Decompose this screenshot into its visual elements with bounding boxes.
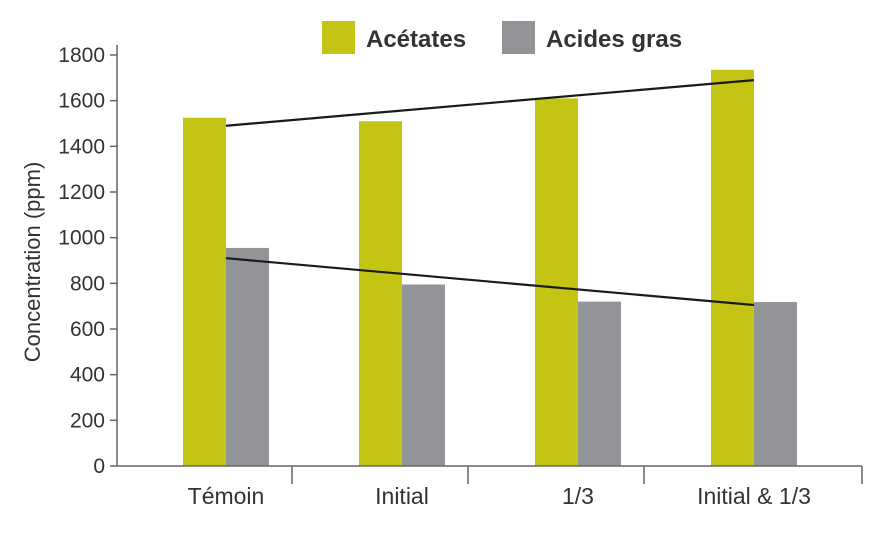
trend-line-acides-gras bbox=[225, 257, 755, 307]
legend: Acétates Acides gras bbox=[322, 21, 682, 54]
y-tick-label-1200: 1200 bbox=[58, 181, 105, 204]
x-labels-group: Témoin Initial 1/3 Initial & 1/3 bbox=[188, 483, 811, 509]
x-label-initial: Initial bbox=[375, 483, 429, 509]
bar-acetates-initial bbox=[359, 121, 402, 466]
trend-lines-group bbox=[225, 79, 755, 307]
y-tick-label-600: 600 bbox=[70, 318, 105, 341]
bar-acides-gras-initial bbox=[402, 284, 445, 466]
y-ticks-group: 0 200 400 600 800 1000 1200 1400 1600 1800 bbox=[58, 44, 117, 478]
legend-label-acides-gras: Acides gras bbox=[546, 26, 682, 53]
y-tick-label-1000: 1000 bbox=[58, 227, 105, 250]
y-tick-label-0: 0 bbox=[93, 455, 105, 478]
legend-label-acetates: Acétates bbox=[366, 26, 466, 53]
bar-acetates-1-3 bbox=[535, 98, 578, 466]
x-label-temoin: Témoin bbox=[188, 483, 265, 509]
x-label-initial-1-3: Initial & 1/3 bbox=[697, 483, 811, 509]
legend-swatch-acetates bbox=[322, 21, 355, 54]
legend-swatch-acides-gras bbox=[502, 21, 535, 54]
y-tick-label-1800: 1800 bbox=[58, 44, 105, 67]
bar-acides-gras-1-3 bbox=[578, 301, 621, 466]
bars-group bbox=[183, 69, 797, 467]
bar-acides-gras-temoin bbox=[226, 247, 269, 466]
y-tick-label-200: 200 bbox=[70, 409, 105, 432]
y-tick-label-800: 800 bbox=[70, 272, 105, 295]
y-tick-label-400: 400 bbox=[70, 364, 105, 387]
y-axis-title: Concentration (ppm) bbox=[20, 162, 45, 363]
y-tick-label-1400: 1400 bbox=[58, 135, 105, 158]
axes-group bbox=[116, 45, 863, 484]
trend-line-acetates bbox=[225, 79, 755, 127]
x-label-1-3: 1/3 bbox=[562, 483, 594, 509]
bar-acides-gras-initial-1-3 bbox=[754, 302, 797, 466]
bar-acetates-temoin bbox=[183, 117, 226, 467]
y-tick-label-1600: 1600 bbox=[58, 90, 105, 113]
bar-acetates-initial-1-3 bbox=[711, 69, 754, 466]
